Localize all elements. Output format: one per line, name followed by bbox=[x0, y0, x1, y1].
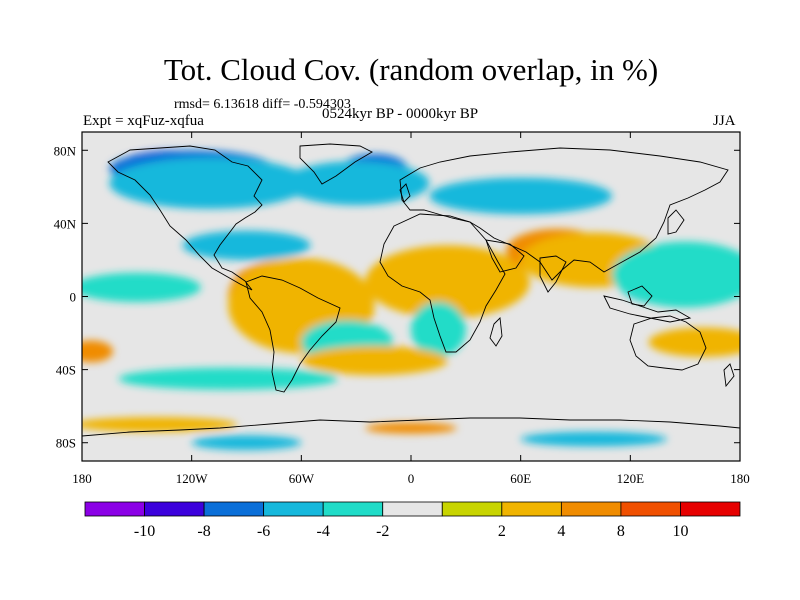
lat-tick-label: 40N bbox=[54, 216, 77, 231]
lon-tick-label: 180 bbox=[730, 471, 750, 486]
lon-tick-label: 120E bbox=[617, 471, 645, 486]
coastline-new-zealand bbox=[723, 363, 735, 388]
anomaly-patch-32 bbox=[520, 431, 667, 447]
coastline-madagascar bbox=[489, 317, 503, 347]
colorbar-box-3 bbox=[263, 501, 324, 517]
lat-tick-label: 80S bbox=[56, 436, 76, 451]
colorbar-box-10 bbox=[680, 501, 741, 517]
lat-tick-label: 0 bbox=[70, 290, 77, 305]
anomaly-patch-14 bbox=[283, 161, 430, 206]
anomaly-patch-27 bbox=[82, 340, 114, 363]
coastline-arabia bbox=[485, 239, 525, 273]
colorbar-box-1 bbox=[144, 501, 205, 517]
rmsd-stats: rmsd= 6.13618 diff= -0.594303 bbox=[174, 97, 351, 112]
coastline-south-america bbox=[245, 275, 341, 393]
lon-tick-label: 60E bbox=[510, 471, 531, 486]
season-label: JJA bbox=[713, 113, 736, 129]
colorbar-box-6 bbox=[441, 501, 503, 517]
map-axis-ticks bbox=[81, 132, 741, 461]
anomaly-patch-31 bbox=[365, 422, 457, 434]
anomaly-patch-30 bbox=[191, 435, 302, 451]
colorbar-box-7 bbox=[501, 501, 562, 517]
colorbar-box-5 bbox=[382, 501, 443, 517]
lat-tick-label: 40S bbox=[56, 363, 76, 378]
period-label: 0524kyr BP - 0000kyr BP bbox=[322, 106, 479, 122]
coastline-india bbox=[539, 255, 567, 293]
colorbar: -10 -8 -6 -4 -2 2 4 8 10 bbox=[84, 501, 741, 540]
coastline-british-isles bbox=[399, 183, 411, 203]
map-axis-labels: 80N 40N 0 40S 80S 180 120W 60W 0 60E 120E 180 bbox=[54, 143, 750, 486]
anomaly-patch-28 bbox=[648, 327, 740, 357]
anomaly-patch-17 bbox=[612, 241, 740, 308]
anomaly-patch-24 bbox=[429, 177, 613, 215]
anomaly-patch-29 bbox=[82, 417, 238, 432]
coastline-north-america bbox=[107, 145, 263, 291]
lon-tick-label: 0 bbox=[408, 471, 415, 486]
colorbar-label: -2 bbox=[376, 523, 389, 540]
anomaly-patch-23 bbox=[411, 301, 466, 357]
coastline-greenland bbox=[299, 143, 373, 185]
colorbar-label: 4 bbox=[557, 523, 565, 540]
colorbar-labels: -10 -8 -6 -4 -2 2 4 8 10 bbox=[134, 523, 689, 540]
anomaly-patch-5 bbox=[365, 245, 530, 319]
coastlines bbox=[82, 143, 740, 437]
colorbar-label: -6 bbox=[257, 523, 270, 540]
colorbar-label: -8 bbox=[197, 523, 210, 540]
anomaly-patch-33 bbox=[118, 367, 338, 390]
colorbar-box-2 bbox=[203, 501, 265, 517]
lon-tick-label: 120W bbox=[176, 471, 209, 486]
coastline-borneo bbox=[627, 285, 653, 307]
colorbar-label: 10 bbox=[672, 523, 688, 540]
anomaly-patch-21 bbox=[82, 272, 201, 302]
lon-tick-label: 60W bbox=[289, 471, 315, 486]
colorbar-label: -4 bbox=[317, 523, 330, 540]
anomaly-field bbox=[82, 150, 740, 451]
coastline-japan bbox=[667, 209, 685, 235]
colorbar-box-0 bbox=[84, 501, 145, 517]
experiment-label: Expt = xqFuz-xqfua bbox=[83, 113, 204, 129]
colorbar-label: 8 bbox=[617, 523, 625, 540]
anomaly-patch-19 bbox=[182, 230, 311, 260]
lon-tick-label: 180 bbox=[72, 471, 92, 486]
anomaly-patch-11 bbox=[109, 157, 311, 209]
map-panel: 80N 40N 0 40S 80S 180 120W 60W 0 60E 120E 180 bbox=[54, 131, 750, 486]
colorbar-label: -10 bbox=[134, 523, 155, 540]
plot-title: Tot. Cloud Cov. (random overlap, in %) bbox=[163, 52, 659, 87]
colorbar-label: 2 bbox=[498, 523, 506, 540]
colorbar-box-4 bbox=[322, 501, 384, 517]
colorbar-box-9 bbox=[620, 501, 681, 517]
anomaly-patch-26 bbox=[301, 345, 448, 376]
coastline-australia bbox=[629, 315, 707, 371]
coastline-africa bbox=[379, 213, 506, 353]
colorbar-boxes bbox=[84, 501, 741, 517]
lat-tick-label: 80N bbox=[54, 143, 77, 158]
colorbar-box-8 bbox=[560, 501, 622, 517]
coastline-antarctica bbox=[82, 417, 740, 437]
